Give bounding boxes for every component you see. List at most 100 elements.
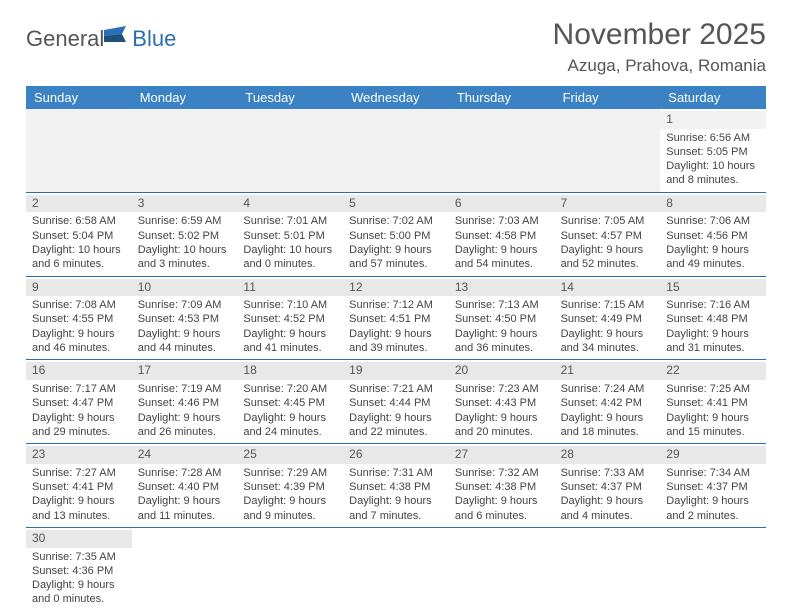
day-detail: Daylight: 9 hours (666, 327, 760, 341)
day-number: 7 (555, 195, 661, 213)
calendar-cell: 22Sunrise: 7:25 AMSunset: 4:41 PMDayligh… (660, 360, 766, 444)
day-detail: Daylight: 9 hours (666, 243, 760, 257)
day-detail: Daylight: 9 hours (32, 494, 126, 508)
calendar-cell-empty (132, 109, 238, 193)
day-header: Friday (555, 86, 661, 109)
day-detail: Daylight: 9 hours (455, 327, 549, 341)
day-detail: Sunset: 4:42 PM (561, 396, 655, 410)
day-detail: Sunrise: 7:31 AM (349, 466, 443, 480)
day-detail: and 57 minutes. (349, 257, 443, 271)
day-header: Tuesday (237, 86, 343, 109)
day-number: 18 (237, 362, 343, 380)
calendar-cell: 13Sunrise: 7:13 AMSunset: 4:50 PMDayligh… (449, 277, 555, 361)
day-number: 24 (132, 446, 238, 464)
day-detail: Daylight: 9 hours (243, 494, 337, 508)
day-detail: Sunrise: 7:10 AM (243, 298, 337, 312)
day-detail: Sunrise: 7:35 AM (32, 550, 126, 564)
day-detail: Daylight: 10 hours (243, 243, 337, 257)
day-detail: Daylight: 9 hours (349, 494, 443, 508)
day-header: Thursday (449, 86, 555, 109)
day-number: 28 (555, 446, 661, 464)
calendar-cell: 26Sunrise: 7:31 AMSunset: 4:38 PMDayligh… (343, 444, 449, 528)
day-detail: Sunrise: 7:29 AM (243, 466, 337, 480)
day-detail: and 22 minutes. (349, 425, 443, 439)
day-detail: and 0 minutes. (243, 257, 337, 271)
day-number: 12 (343, 279, 449, 297)
calendar-cell-empty (343, 528, 449, 611)
day-detail: Daylight: 9 hours (349, 243, 443, 257)
day-detail: Daylight: 9 hours (561, 494, 655, 508)
day-detail: Daylight: 9 hours (666, 494, 760, 508)
day-detail: Daylight: 9 hours (561, 327, 655, 341)
calendar-cell-empty (555, 528, 661, 611)
day-detail: Daylight: 9 hours (32, 578, 126, 592)
day-detail: Sunset: 4:47 PM (32, 396, 126, 410)
day-number: 19 (343, 362, 449, 380)
day-detail: Sunset: 4:43 PM (455, 396, 549, 410)
day-detail: Sunrise: 7:15 AM (561, 298, 655, 312)
day-detail: Sunset: 4:44 PM (349, 396, 443, 410)
day-detail: Sunrise: 6:56 AM (666, 131, 760, 145)
day-detail: Daylight: 9 hours (455, 243, 549, 257)
day-detail: Daylight: 9 hours (138, 494, 232, 508)
day-detail: and 44 minutes. (138, 341, 232, 355)
day-detail: Sunrise: 7:01 AM (243, 214, 337, 228)
day-detail: Daylight: 9 hours (666, 411, 760, 425)
day-number: 29 (660, 446, 766, 464)
day-detail: and 26 minutes. (138, 425, 232, 439)
day-detail: Daylight: 9 hours (455, 494, 549, 508)
day-detail: Sunset: 4:38 PM (349, 480, 443, 494)
calendar-cell: 12Sunrise: 7:12 AMSunset: 4:51 PMDayligh… (343, 277, 449, 361)
calendar-cell: 1Sunrise: 6:56 AMSunset: 5:05 PMDaylight… (660, 109, 766, 193)
logo: General Blue (26, 26, 176, 52)
day-detail: Sunrise: 7:08 AM (32, 298, 126, 312)
calendar-grid: SundayMondayTuesdayWednesdayThursdayFrid… (26, 86, 766, 611)
day-detail: Daylight: 9 hours (561, 411, 655, 425)
day-detail: and 4 minutes. (561, 509, 655, 523)
day-detail: Sunset: 4:53 PM (138, 312, 232, 326)
logo-text-blue: Blue (132, 26, 176, 52)
day-number: 21 (555, 362, 661, 380)
calendar-cell: 29Sunrise: 7:34 AMSunset: 4:37 PMDayligh… (660, 444, 766, 528)
day-number: 16 (26, 362, 132, 380)
calendar-cell: 4Sunrise: 7:01 AMSunset: 5:01 PMDaylight… (237, 193, 343, 277)
day-detail: Sunset: 4:58 PM (455, 229, 549, 243)
day-detail: Daylight: 9 hours (349, 327, 443, 341)
day-detail: Sunrise: 7:23 AM (455, 382, 549, 396)
day-detail: Sunrise: 7:21 AM (349, 382, 443, 396)
day-number: 17 (132, 362, 238, 380)
day-number: 23 (26, 446, 132, 464)
flag-icon (104, 26, 130, 46)
day-detail: and 6 minutes. (32, 257, 126, 271)
day-detail: Sunrise: 7:02 AM (349, 214, 443, 228)
calendar-cell: 10Sunrise: 7:09 AMSunset: 4:53 PMDayligh… (132, 277, 238, 361)
day-detail: Sunset: 4:56 PM (666, 229, 760, 243)
day-detail: Sunrise: 7:34 AM (666, 466, 760, 480)
day-detail: and 41 minutes. (243, 341, 337, 355)
day-detail: Sunset: 5:02 PM (138, 229, 232, 243)
day-number: 30 (26, 530, 132, 548)
calendar-cell: 16Sunrise: 7:17 AMSunset: 4:47 PMDayligh… (26, 360, 132, 444)
day-detail: and 0 minutes. (32, 592, 126, 606)
day-detail: Daylight: 9 hours (561, 243, 655, 257)
day-detail: Sunset: 4:37 PM (561, 480, 655, 494)
day-number: 27 (449, 446, 555, 464)
calendar-cell: 30Sunrise: 7:35 AMSunset: 4:36 PMDayligh… (26, 528, 132, 611)
day-detail: Sunrise: 7:33 AM (561, 466, 655, 480)
calendar-cell: 3Sunrise: 6:59 AMSunset: 5:02 PMDaylight… (132, 193, 238, 277)
day-detail: Sunset: 4:55 PM (32, 312, 126, 326)
day-detail: Sunrise: 6:59 AM (138, 214, 232, 228)
day-number: 10 (132, 279, 238, 297)
day-detail: Sunset: 4:50 PM (455, 312, 549, 326)
day-detail: Sunrise: 7:17 AM (32, 382, 126, 396)
day-number: 2 (26, 195, 132, 213)
day-number: 3 (132, 195, 238, 213)
calendar-cell: 20Sunrise: 7:23 AMSunset: 4:43 PMDayligh… (449, 360, 555, 444)
day-detail: and 34 minutes. (561, 341, 655, 355)
logo-text-general: General (26, 26, 104, 52)
day-detail: Sunset: 4:49 PM (561, 312, 655, 326)
day-detail: Daylight: 9 hours (455, 411, 549, 425)
day-detail: and 29 minutes. (32, 425, 126, 439)
calendar-cell: 28 Sunrise: 7:33 AMSunset: 4:37 PMDayligh… (555, 444, 661, 528)
day-number: 14 (555, 279, 661, 297)
